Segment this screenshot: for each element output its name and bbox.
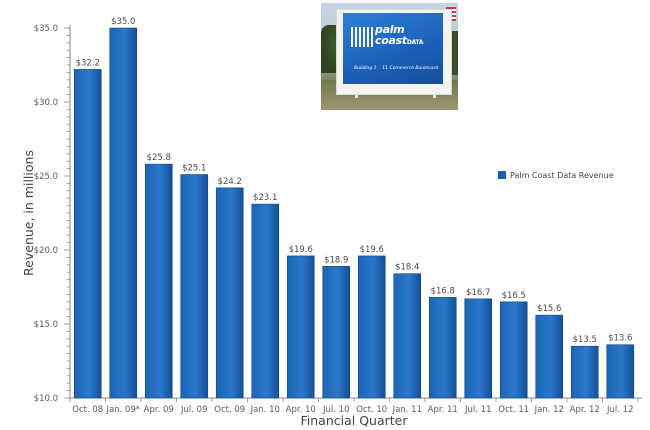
- sign-subtext: Building 1 11 Commerce Boulevard: [354, 66, 438, 71]
- y-tick-label: $10.0: [34, 394, 58, 404]
- data-label: $13.5: [573, 335, 597, 345]
- brand-line2: coast: [375, 34, 407, 47]
- data-label: $16.8: [431, 286, 455, 296]
- brand-suffix: DATA: [406, 39, 424, 46]
- y-tick-label: $25.0: [34, 172, 58, 182]
- bar: [428, 297, 457, 399]
- x-tick-label: Jul. 11: [464, 405, 491, 415]
- legend-swatch: [498, 171, 506, 179]
- x-tick-label: Apr. 10: [286, 405, 316, 415]
- sign-building: Building 1: [354, 66, 377, 71]
- bar: [322, 265, 351, 399]
- bar: [499, 301, 528, 399]
- bar: [357, 255, 386, 399]
- bar: [73, 69, 102, 399]
- x-tick-label: Jul. 12: [606, 405, 633, 415]
- x-tick-label: Jul. 10: [322, 405, 349, 415]
- data-label: $13.6: [608, 334, 632, 344]
- data-label: $32.2: [76, 58, 100, 68]
- data-label: $23.1: [253, 193, 277, 203]
- data-label: $18.4: [395, 263, 419, 273]
- x-tick-label: Jan. 10: [250, 405, 280, 415]
- bar: [251, 203, 280, 399]
- labels: $32.2 Oct. 08 $35.0 Jan. 09* $25.8 Apr. 09 $25…: [72, 17, 633, 415]
- x-tick-label: Jan. 09*: [105, 405, 140, 415]
- y-tick-label: $30.0: [34, 98, 58, 108]
- bar: [144, 163, 173, 399]
- bar: [535, 314, 564, 399]
- legend: Palm Coast Data Revenue: [498, 171, 614, 180]
- bar: [393, 273, 422, 399]
- x-tick-label: Apr. 11: [428, 405, 458, 415]
- y-axis-title: Revenue, in millions: [21, 150, 36, 276]
- x-tick-label: Oct. 09: [214, 405, 245, 415]
- data-label: $19.6: [289, 245, 313, 255]
- x-tick-label: Oct. 11: [498, 405, 529, 415]
- data-label: $35.0: [111, 17, 135, 27]
- data-label: $19.6: [360, 245, 384, 255]
- bars: [73, 27, 635, 399]
- bar: [215, 187, 244, 399]
- x-axis-title: Financial Quarter: [300, 413, 408, 428]
- x-tick-label: Oct. 10: [356, 405, 387, 415]
- x-tick-label: Jan. 11: [392, 405, 422, 415]
- bar: [570, 345, 599, 399]
- data-label: $16.7: [466, 288, 490, 298]
- data-label: $24.2: [218, 177, 242, 187]
- y-tick-label: $20.0: [34, 246, 58, 256]
- sign-address: 11 Commerce Boulevard: [382, 66, 439, 71]
- sign-panel: [343, 13, 443, 84]
- x-tick-label: Oct. 08: [72, 405, 103, 415]
- logo-stripes-icon: [351, 27, 373, 47]
- brand-line1: palm: [375, 23, 405, 36]
- bar: [286, 255, 315, 399]
- data-label: $16.5: [502, 291, 526, 301]
- sign-brand: palm coastDATA: [375, 24, 423, 48]
- data-label: $25.1: [182, 164, 206, 174]
- bar: [606, 344, 635, 399]
- legend-label: Palm Coast Data Revenue: [510, 171, 614, 180]
- data-label: $25.8: [147, 153, 171, 163]
- bar: [109, 27, 138, 399]
- bar: [464, 298, 493, 399]
- data-label: $18.9: [324, 255, 348, 265]
- building-sign-photo: palm coastDATA Building 1 11 Commerce Bo…: [321, 3, 458, 110]
- x-tick-label: Apr. 09: [144, 405, 174, 415]
- data-label: $15.6: [537, 304, 561, 314]
- x-tick-label: Jul. 09: [180, 405, 207, 415]
- y-tick-label: $35.0: [34, 24, 58, 34]
- x-tick-label: Jan. 12: [534, 405, 564, 415]
- y-tick-label: $15.0: [34, 320, 58, 330]
- bar: [180, 174, 209, 399]
- x-tick-label: Apr. 12: [570, 405, 600, 415]
